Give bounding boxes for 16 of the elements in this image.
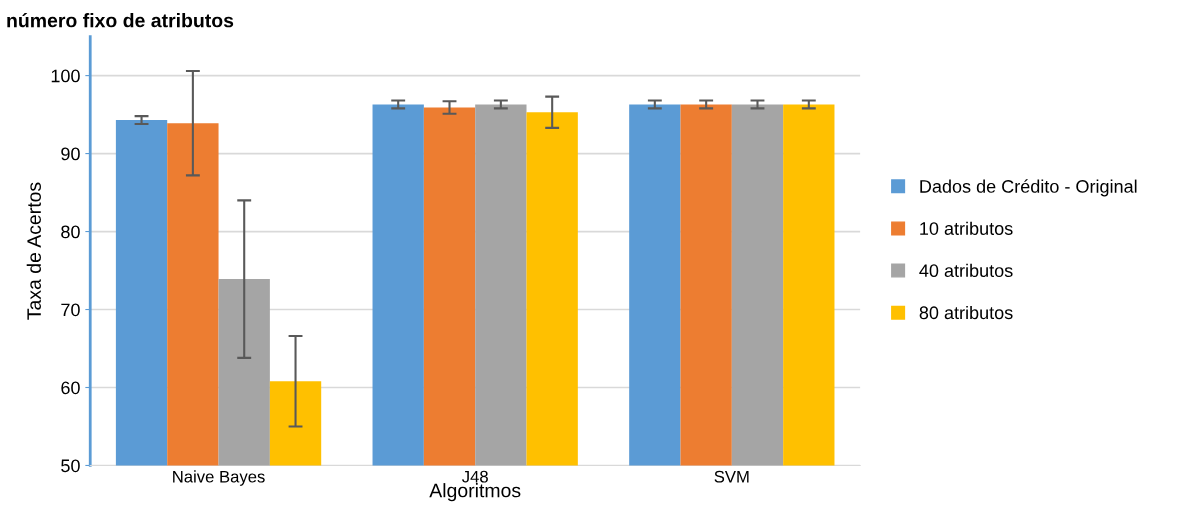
y-tick-label: 90 — [61, 147, 80, 161]
y-tick-label: 80 — [61, 225, 80, 239]
y-tick-label: 60 — [61, 381, 80, 395]
x-tick-label: Naive Bayes — [173, 470, 265, 486]
legend-label: 80 atributos — [919, 305, 1013, 320]
x-tick-label: J48 — [462, 470, 488, 483]
legend-label: 40 atributos — [919, 263, 1013, 278]
y-tick-label: 50 — [61, 459, 80, 473]
y-tick-label: 70 — [61, 303, 80, 317]
chart-title: número fixo de atributos — [7, 12, 234, 28]
y-axis-title: Taxa de Acertos — [26, 182, 41, 320]
legend-label: 10 atributos — [920, 221, 1013, 235]
legend-label: Dados de Crédito - Original — [920, 179, 1137, 197]
x-axis-title: Algoritmos — [429, 483, 521, 502]
y-tick-label: 100 — [51, 69, 80, 83]
x-tick-label: SVM — [714, 470, 749, 483]
